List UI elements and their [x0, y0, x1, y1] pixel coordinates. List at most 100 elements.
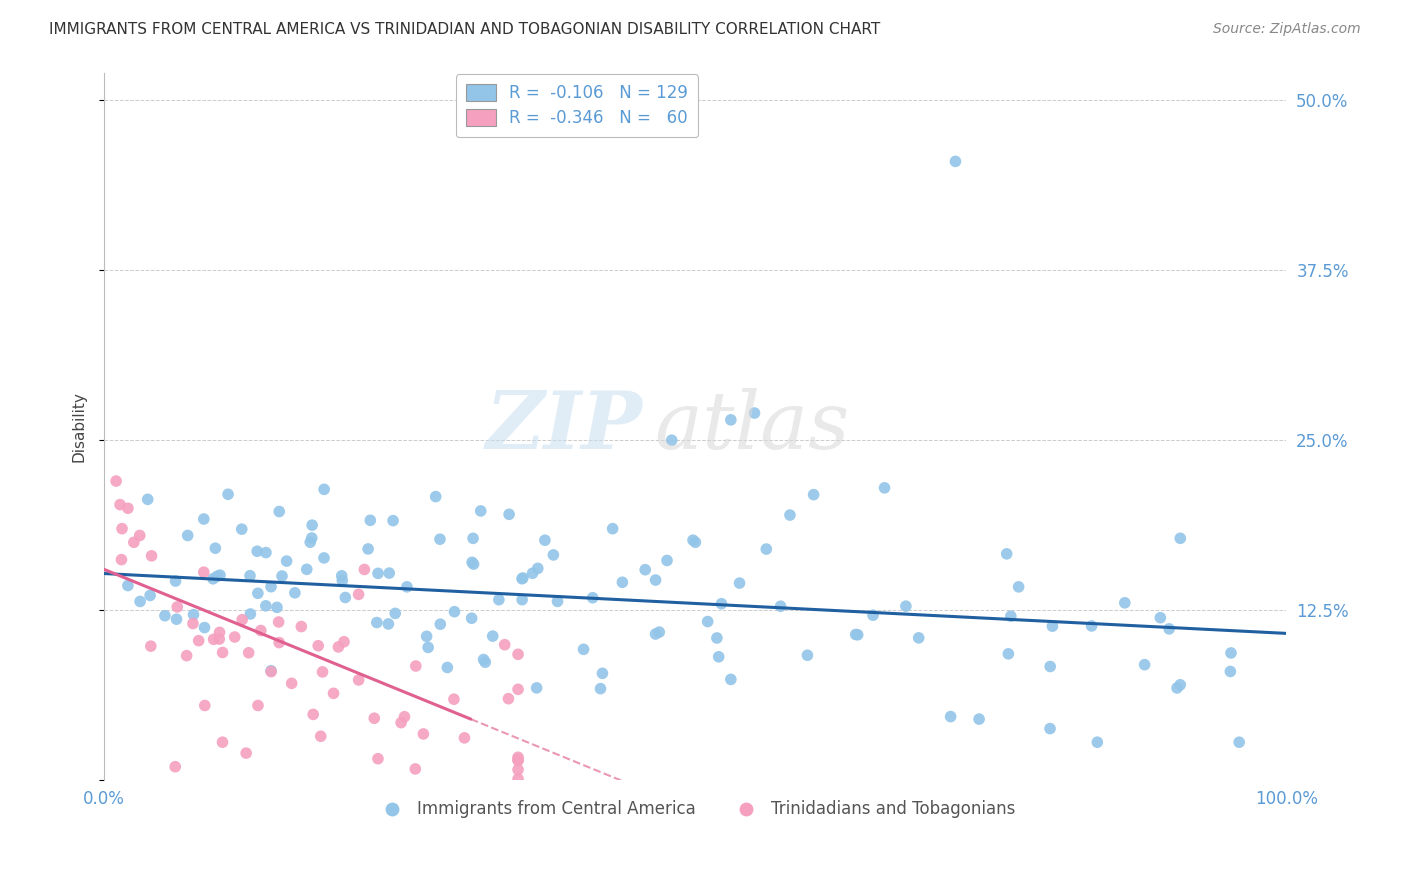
Point: [110, 552, 132, 566]
Point: [202, 632, 225, 647]
Point: [235, 746, 257, 760]
Point: [246, 698, 269, 713]
Point: [506, 772, 529, 786]
Point: [208, 625, 231, 640]
Point: [415, 629, 437, 643]
Point: [463, 557, 485, 571]
Point: [246, 544, 269, 558]
Point: [682, 533, 704, 548]
Point: [481, 629, 503, 643]
Point: [205, 569, 228, 583]
Point: [510, 572, 533, 586]
Point: [572, 642, 595, 657]
Point: [779, 508, 801, 522]
Point: [995, 547, 1018, 561]
Point: [443, 692, 465, 706]
Point: [311, 665, 333, 679]
Point: [461, 532, 484, 546]
Point: [165, 574, 187, 588]
Point: [357, 541, 380, 556]
Point: [1042, 619, 1064, 633]
Point: [1149, 610, 1171, 624]
Point: [506, 648, 529, 662]
Point: [128, 528, 150, 542]
Point: [418, 640, 440, 655]
Point: [136, 492, 159, 507]
Text: atlas: atlas: [654, 388, 849, 466]
Point: [547, 594, 569, 608]
Point: [862, 608, 884, 623]
Point: [404, 762, 426, 776]
Point: [122, 535, 145, 549]
Point: [176, 528, 198, 542]
Point: [769, 599, 792, 614]
Point: [498, 691, 520, 706]
Point: [153, 608, 176, 623]
Point: [494, 638, 516, 652]
Point: [333, 634, 356, 648]
Point: [193, 621, 215, 635]
Point: [254, 599, 277, 613]
Point: [443, 605, 465, 619]
Point: [117, 578, 139, 592]
Point: [655, 553, 678, 567]
Point: [217, 487, 239, 501]
Point: [139, 639, 162, 653]
Point: [436, 660, 458, 674]
Point: [141, 549, 163, 563]
Point: [194, 698, 217, 713]
Text: IMMIGRANTS FROM CENTRAL AMERICA VS TRINIDADIAN AND TOBAGONIAN DISABILITY CORRELA: IMMIGRANTS FROM CENTRAL AMERICA VS TRINI…: [49, 22, 880, 37]
Point: [129, 594, 152, 608]
Point: [728, 576, 751, 591]
Point: [526, 561, 548, 575]
Point: [367, 752, 389, 766]
Point: [395, 580, 418, 594]
Point: [720, 413, 742, 427]
Point: [1220, 646, 1243, 660]
Point: [1039, 659, 1062, 673]
Point: [117, 501, 139, 516]
Point: [1080, 619, 1102, 633]
Point: [271, 569, 294, 583]
Point: [1219, 665, 1241, 679]
Point: [939, 709, 962, 723]
Point: [202, 572, 225, 586]
Point: [429, 532, 451, 546]
Point: [211, 735, 233, 749]
Point: [1227, 735, 1250, 749]
Point: [744, 406, 766, 420]
Point: [591, 666, 613, 681]
Point: [165, 760, 187, 774]
Point: [238, 646, 260, 660]
Point: [696, 615, 718, 629]
Point: [661, 434, 683, 448]
Point: [506, 753, 529, 767]
Point: [405, 659, 427, 673]
Point: [534, 533, 557, 548]
Point: [755, 542, 778, 557]
Point: [634, 563, 657, 577]
Point: [425, 490, 447, 504]
Point: [526, 681, 548, 695]
Point: [522, 566, 544, 581]
Point: [267, 615, 290, 629]
Point: [111, 522, 134, 536]
Point: [472, 652, 495, 666]
Point: [312, 550, 335, 565]
Point: [710, 597, 733, 611]
Point: [211, 646, 233, 660]
Point: [231, 613, 253, 627]
Point: [506, 763, 529, 777]
Point: [967, 712, 990, 726]
Point: [648, 625, 671, 640]
Point: [193, 565, 215, 579]
Point: [276, 554, 298, 568]
Point: [266, 600, 288, 615]
Point: [796, 648, 818, 663]
Point: [1039, 722, 1062, 736]
Point: [269, 635, 291, 649]
Point: [284, 586, 307, 600]
Point: [330, 574, 353, 588]
Point: [470, 504, 492, 518]
Point: [377, 616, 399, 631]
